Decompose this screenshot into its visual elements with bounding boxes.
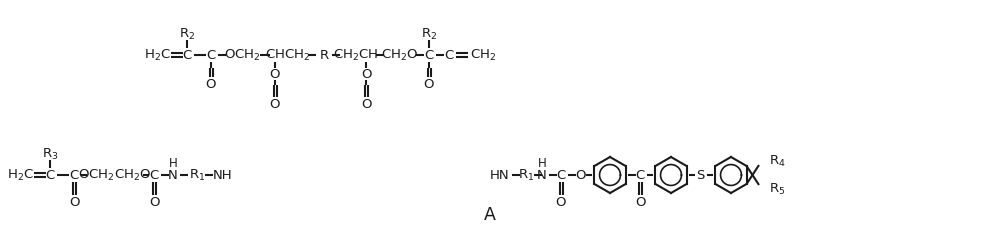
Text: NH: NH [213, 169, 233, 182]
Text: $\mathrm{CH_2O}$: $\mathrm{CH_2O}$ [381, 48, 419, 62]
Text: $\mathrm{CH_2CH}$: $\mathrm{CH_2CH}$ [333, 48, 379, 62]
Text: $\mathrm{OCH_2CH_2O}$: $\mathrm{OCH_2CH_2O}$ [78, 167, 152, 183]
Text: HN: HN [490, 169, 510, 182]
Text: O: O [69, 195, 79, 208]
Text: $\mathrm{R_2}$: $\mathrm{R_2}$ [421, 26, 437, 42]
Text: O: O [556, 195, 566, 208]
Text: C: C [45, 169, 55, 182]
Text: $\mathrm{OCH_2}$: $\mathrm{OCH_2}$ [224, 48, 260, 62]
Text: C: C [556, 169, 566, 182]
Text: $\mathrm{R_5}$: $\mathrm{R_5}$ [769, 182, 785, 196]
Text: O: O [270, 67, 280, 80]
Text: O: O [361, 67, 371, 80]
Text: $\mathrm{H_2C}$: $\mathrm{H_2C}$ [7, 167, 33, 183]
Text: O: O [575, 169, 585, 182]
Text: H: H [169, 157, 177, 170]
Text: $\mathrm{R_4}$: $\mathrm{R_4}$ [769, 153, 786, 169]
Text: O: O [149, 195, 159, 208]
Text: O: O [361, 98, 371, 111]
Text: O: O [424, 77, 434, 90]
Text: $\mathrm{R_1}$: $\mathrm{R_1}$ [518, 167, 534, 183]
Text: $\mathrm{H_2C}$: $\mathrm{H_2C}$ [144, 48, 170, 62]
Text: N: N [168, 169, 178, 182]
Text: $\mathrm{R_2}$: $\mathrm{R_2}$ [179, 26, 195, 42]
Text: $\mathrm{CHCH_2}$: $\mathrm{CHCH_2}$ [265, 48, 311, 62]
Text: C: C [149, 169, 159, 182]
Text: C: C [206, 49, 216, 62]
Text: H: H [538, 157, 546, 170]
Text: S: S [696, 169, 704, 182]
Text: R: R [319, 49, 329, 62]
Text: $\mathrm{CH_2}$: $\mathrm{CH_2}$ [470, 48, 496, 62]
Text: O: O [206, 77, 216, 90]
Text: C: C [69, 169, 79, 182]
Text: A: A [484, 206, 496, 224]
Text: $\mathrm{R_3}$: $\mathrm{R_3}$ [42, 146, 58, 162]
Text: $\mathrm{R_1}$: $\mathrm{R_1}$ [189, 167, 205, 183]
Text: C: C [444, 49, 454, 62]
Text: C: C [424, 49, 434, 62]
Text: C: C [635, 169, 645, 182]
Text: O: O [270, 98, 280, 111]
Text: C: C [182, 49, 192, 62]
Text: N: N [537, 169, 547, 182]
Text: O: O [635, 195, 645, 208]
